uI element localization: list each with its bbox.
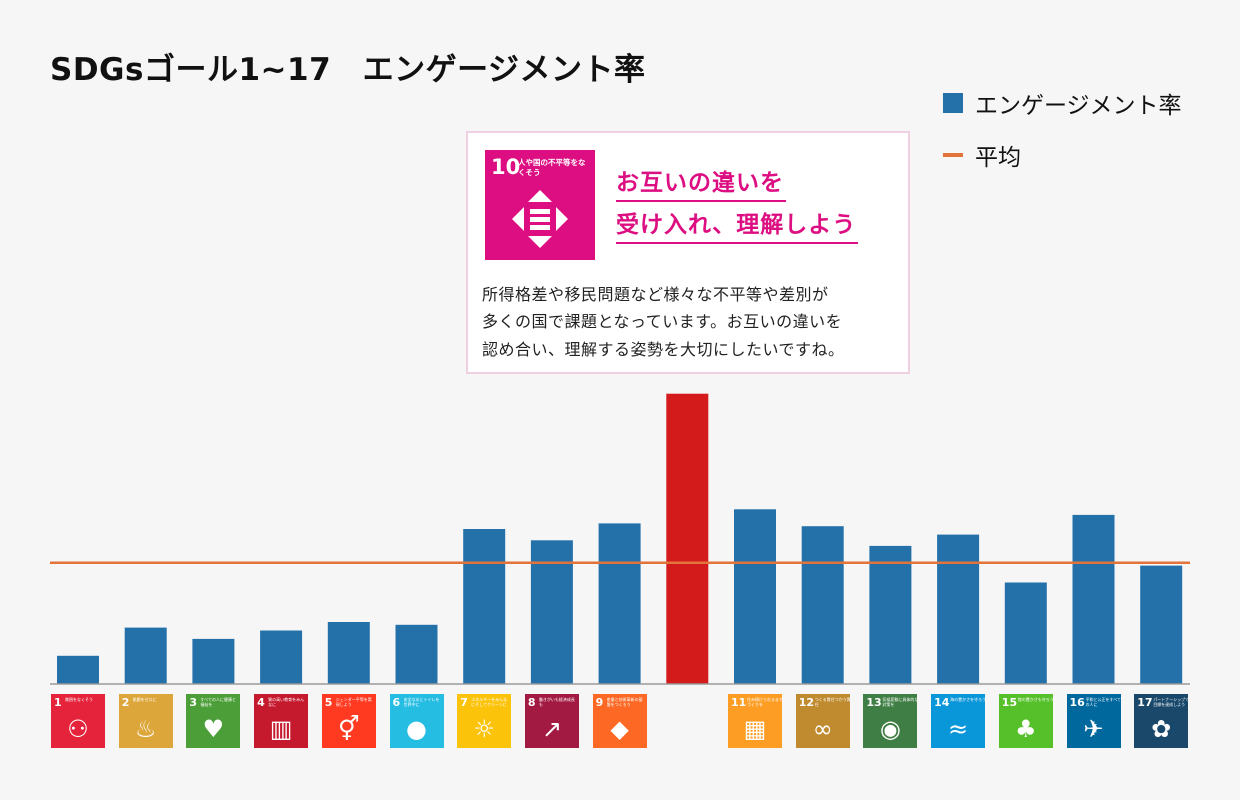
growth-chart-icon: ↗	[541, 715, 562, 743]
goal-number: 12	[798, 696, 814, 709]
legend-engagement-label: エンゲージメント率	[975, 93, 1182, 119]
goal-label: 安全な水とトイレを世界中に	[403, 697, 440, 707]
goal-tile-4: 4 質の高い教育をみんなに ▥	[254, 694, 309, 748]
goal-number: 2	[121, 696, 130, 709]
goal-tile-3: 3 すべての人に健康と福祉を ♥	[186, 694, 241, 748]
goal-tile-7: 7 エネルギーをみんなにそしてクリーンに ☼	[457, 694, 512, 748]
legend-average-label: 平均	[975, 145, 1021, 171]
legend-bar-swatch	[943, 93, 963, 113]
bar-goal-9	[598, 523, 641, 684]
goal-number: 17	[1137, 696, 1153, 709]
goal-label: 飢餓をゼロに	[132, 697, 157, 702]
goal-label: パートナーシップで目標を達成しよう	[1153, 697, 1190, 707]
bar-goal-4	[260, 630, 303, 684]
bar-goal-14	[937, 534, 980, 684]
goal-number: 7	[460, 696, 468, 709]
goal-number: 3	[189, 696, 198, 709]
bar-goal-6	[395, 624, 438, 684]
family-icon: ⚇	[67, 715, 89, 743]
goal-tile-5: 5 ジェンダー平等を実現しよう ⚥	[321, 694, 376, 748]
legend-average: 平均	[943, 138, 1021, 172]
bowl-icon: ♨	[134, 715, 157, 743]
callout-body-line-2: 多くの国で課題となっています。お互いの違いを	[482, 312, 843, 331]
bar-goal-5	[327, 622, 370, 684]
goal-number: 5	[324, 696, 333, 709]
bar-goal-3	[192, 638, 235, 684]
legend-engagement: エンゲージメント率	[943, 86, 1182, 120]
goal-number: 6	[392, 696, 401, 709]
goal-label: 産業と技術革新の基盤をつくろう	[606, 697, 643, 707]
goal-tile-8: 8 働きがいも経済成長も ↗	[524, 694, 579, 748]
goal-10-number: 10	[491, 155, 521, 179]
book-icon: ▥	[269, 715, 293, 743]
goal-number: 13	[866, 696, 882, 709]
dove-icon: ✈	[1083, 715, 1104, 743]
water-drop-icon: ●	[406, 715, 427, 743]
goal-label: つくる責任つかう責任	[814, 697, 851, 707]
goal-tile-17: 17 パートナーシップで目標を達成しよう ✿	[1134, 694, 1190, 748]
bar-goal-11	[734, 509, 776, 684]
goal-number: 8	[527, 696, 536, 709]
goal-number: 14	[934, 696, 950, 709]
goal-tile-13: 13 気候変動に具体的な対策を ◉	[863, 694, 919, 748]
cubes-icon: ◆	[610, 715, 629, 743]
flower-icon: ✿	[1151, 715, 1172, 743]
chart-title: SDGsゴール1~17 エンゲージメント率	[50, 52, 646, 88]
goal-label: 働きがいも経済成長も	[538, 697, 575, 707]
goal-tile-6: 6 安全な水とトイレを世界中に ●	[389, 694, 444, 748]
bar-goal-15	[1004, 582, 1047, 684]
bar-goal-8	[530, 540, 573, 684]
goal-tile-2: 2 飢餓をゼロに ♨	[118, 694, 173, 748]
bar-goal-16	[1072, 514, 1115, 684]
goal-label: 平和と公正をすべての人に	[1085, 697, 1122, 707]
tree-icon: ♣	[1015, 715, 1037, 743]
goal-label: すべての人に健康と福祉を	[200, 697, 236, 707]
fish-icon: ≈	[948, 715, 969, 743]
eye-globe-icon: ◉	[879, 715, 901, 743]
sun-icon: ☼	[473, 715, 495, 743]
goal-tile-1: 1 貧困をなくそう ⚇	[51, 694, 105, 748]
goal-10-text: 人や国の不平等をなくそう	[518, 158, 586, 177]
goal-tile-11: 11 住み続けられるまちづくりを ▦	[728, 694, 783, 748]
goal-10-callout: 10 人や国の不平等をなくそう お互いの違いを 受け入れ、理解しよう 所得格差や…	[466, 131, 910, 374]
goal-label: 海の豊かさを守ろう	[950, 697, 987, 702]
goal-tile-16: 16 平和と公正をすべての人に ✈	[1066, 694, 1122, 748]
goal-number: 11	[731, 696, 747, 709]
goal-label: 陸の豊かさも守ろう	[1017, 697, 1054, 702]
goal-tile-15: 15 陸の豊かさも守ろう ♣	[998, 694, 1054, 748]
city-icon: ▦	[743, 715, 767, 743]
equality-arrows-icon	[512, 190, 568, 248]
goal-tile-14: 14 海の豊かさを守ろう ≈	[931, 694, 987, 748]
callout-headline-1: お互いの違いを	[616, 163, 786, 202]
bar-goal-1	[57, 655, 99, 684]
goal-number: 16	[1069, 696, 1085, 709]
goal-label: ジェンダー平等を実現しよう	[335, 697, 372, 707]
goal-tile-12: 12 つくる責任つかう責任 ∞	[795, 694, 851, 748]
goal-10-tile: 10 人や国の不平等をなくそう	[485, 150, 595, 260]
goal-number: 1	[54, 696, 62, 709]
callout-body-line-1: 所得格差や移民問題など様々な不平等や差別が	[482, 285, 829, 304]
bar-goal-12	[801, 526, 844, 684]
goal-number: 4	[257, 696, 265, 709]
callout-body-line-3: 認め合い、理解する姿勢を大切にしたいですね。	[482, 340, 845, 359]
bar-goal-10	[666, 393, 709, 684]
bar-goal-17	[1140, 565, 1183, 684]
heartbeat-icon: ♥	[202, 715, 225, 743]
goal-label: 質の高い教育をみんなに	[268, 697, 305, 707]
bar-goal-13	[869, 545, 912, 684]
goal-number: 15	[1001, 696, 1018, 709]
goal-label: 貧困をなくそう	[65, 697, 93, 702]
goal-label: 住み続けられるまちづくりを	[747, 697, 783, 707]
goal-tile-9: 9 産業と技術革新の基盤をつくろう ◆	[592, 694, 647, 748]
callout-headline-2: 受け入れ、理解しよう	[616, 205, 859, 244]
goal-number: 9	[595, 696, 604, 709]
goal-label: 気候変動に具体的な対策を	[882, 697, 919, 707]
bar-goal-7	[463, 529, 506, 684]
legend-line-swatch	[943, 153, 963, 157]
infinity-icon: ∞	[812, 715, 833, 743]
gender-icon: ⚥	[337, 715, 360, 743]
goal-label: エネルギーをみんなにそしてクリーンに	[471, 697, 508, 707]
bar-goal-2	[124, 627, 167, 684]
